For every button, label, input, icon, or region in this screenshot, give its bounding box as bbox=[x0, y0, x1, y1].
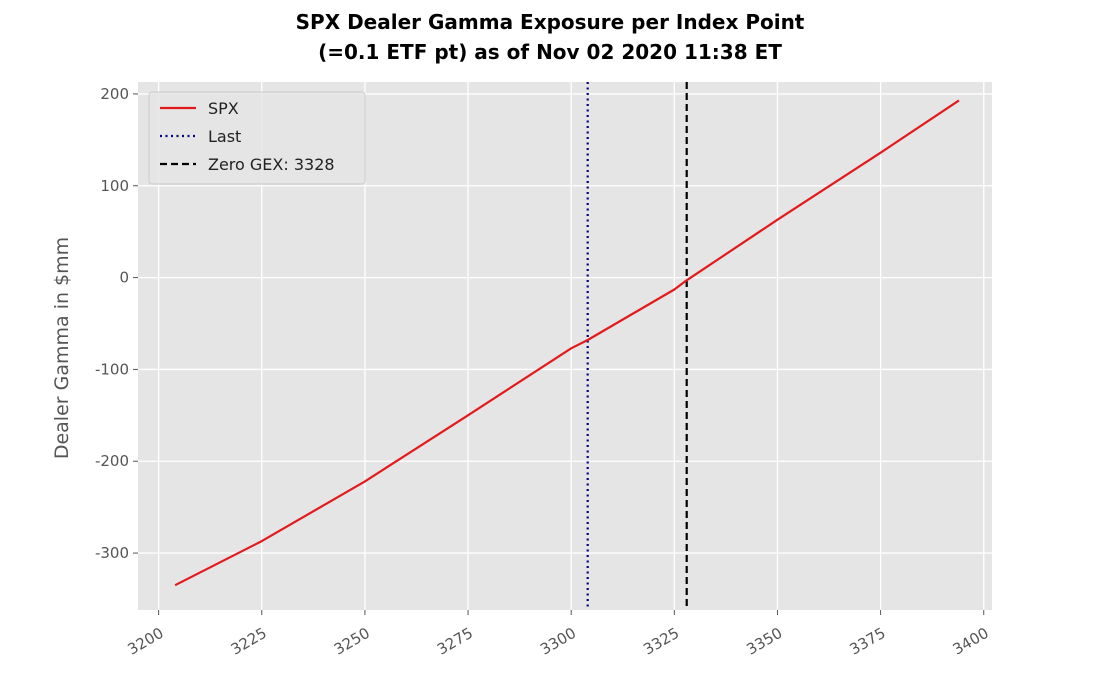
x-tick-label-3200: 3200 bbox=[125, 624, 167, 659]
x-tick-label-3250: 3250 bbox=[331, 624, 373, 659]
x-tick-label-3300: 3300 bbox=[537, 624, 579, 659]
y-tick-label--300: -300 bbox=[95, 544, 129, 562]
series-line-spx bbox=[174, 99, 960, 587]
chart-title-line-1: SPX Dealer Gamma Exposure per Index Poin… bbox=[295, 10, 805, 34]
x-tick-label-3400: 3400 bbox=[950, 624, 992, 659]
y-tick-label-100: 100 bbox=[100, 177, 129, 195]
x-tick-label-3275: 3275 bbox=[434, 624, 476, 659]
x-tick-label-3350: 3350 bbox=[743, 624, 785, 659]
legend-box bbox=[148, 91, 366, 185]
y-axis-label: Dealer Gamma in $mm bbox=[51, 237, 73, 459]
y-tick-label-0: 0 bbox=[119, 269, 129, 287]
legend-label-1: Last bbox=[208, 127, 241, 146]
y-tick-label--200: -200 bbox=[95, 452, 129, 470]
x-tick-label-3325: 3325 bbox=[640, 624, 682, 659]
x-tick-label-3375: 3375 bbox=[847, 624, 889, 659]
chart-title-line-2: (=0.1 ETF pt) as of Nov 02 2020 11:38 ET bbox=[318, 40, 782, 64]
y-tick-label--100: -100 bbox=[95, 360, 129, 378]
y-tick-label-200: 200 bbox=[100, 85, 129, 103]
legend-label-0: SPX bbox=[208, 99, 239, 118]
legend-label-2: Zero GEX: 3328 bbox=[208, 155, 335, 174]
x-tick-label-3225: 3225 bbox=[228, 624, 270, 659]
